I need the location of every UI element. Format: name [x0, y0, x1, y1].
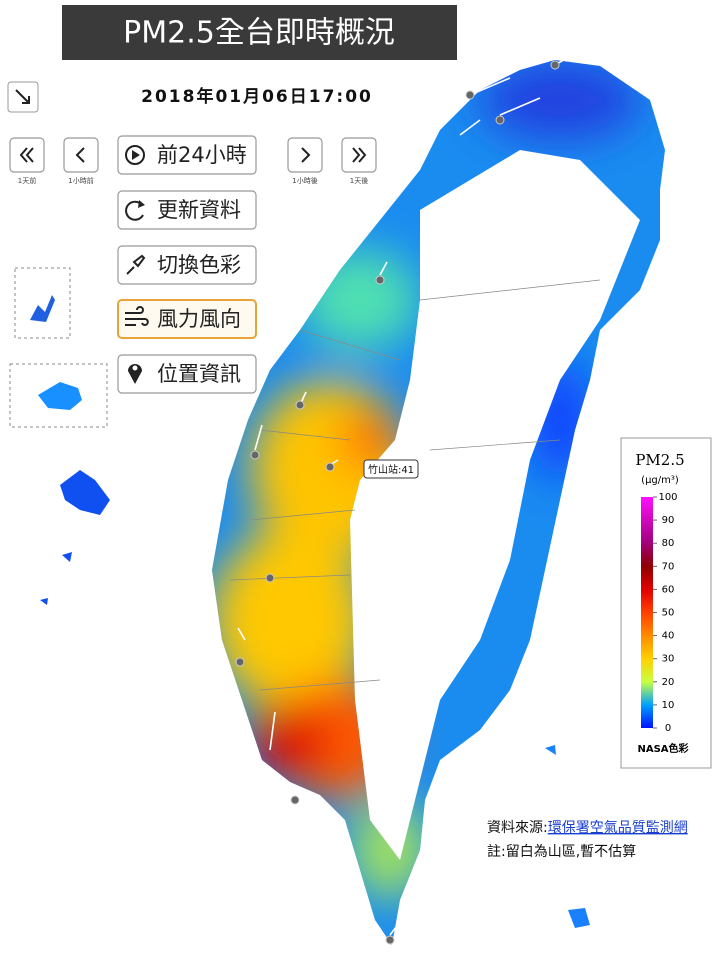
play-button[interactable]: 前24小時	[117, 135, 257, 175]
nav-day-back[interactable]	[9, 137, 45, 173]
station-label: 竹山站:41	[368, 463, 414, 476]
tick-label: 0	[665, 723, 671, 734]
legend-footer: NASA色彩	[637, 742, 688, 755]
tick-label: 20	[662, 677, 675, 688]
button-label: 風力風向	[157, 307, 241, 331]
button-label: 切換色彩	[157, 253, 241, 277]
title: PM2.5全台即時概況	[123, 16, 395, 51]
wind-button[interactable]: 風力風向	[117, 299, 257, 339]
button-label: 更新資料	[157, 198, 241, 222]
source-link[interactable]: 環保署空氣品質監測網	[548, 820, 688, 836]
stations	[235, 60, 560, 945]
island	[38, 382, 82, 410]
nav-label: 1小時後	[292, 176, 317, 185]
inset-box[interactable]	[14, 267, 71, 339]
tick-label: 60	[662, 584, 675, 595]
tick-label: 70	[662, 561, 675, 572]
nav-label: 1天後	[350, 176, 368, 185]
tick-label: 50	[662, 608, 675, 619]
timestamp: 2018年01月06日17:00	[141, 86, 373, 107]
tick-label: 80	[662, 538, 675, 549]
source-label: 資料來源:	[487, 820, 548, 836]
refresh-button[interactable]: 更新資料	[117, 190, 257, 230]
tick-label: 90	[662, 515, 675, 526]
collapse-button[interactable]	[7, 81, 39, 113]
color-button[interactable]: 切換色彩	[117, 245, 257, 285]
note: 註:留白為山區,暫不估算	[487, 844, 636, 860]
wind-arrows	[237, 14, 641, 936]
location-button[interactable]: 位置資訊	[117, 354, 257, 394]
nav-label: 1天前	[18, 176, 36, 185]
inset-box[interactable]	[9, 363, 108, 428]
legend-box	[620, 437, 712, 769]
nav-hour-fwd[interactable]	[287, 137, 323, 173]
nav-day-fwd[interactable]	[341, 137, 377, 173]
tick-label: 40	[662, 631, 675, 642]
button-label: 位置資訊	[157, 362, 241, 386]
island	[30, 295, 55, 322]
tick-label: 100	[658, 492, 677, 503]
tick-label: 30	[662, 654, 675, 665]
nav-label: 1小時前	[68, 176, 93, 185]
colorbar	[641, 497, 653, 728]
island	[40, 470, 110, 605]
legend-unit: (μg/m³)	[641, 475, 679, 486]
station-tooltip[interactable]: 竹山站:41	[363, 459, 419, 479]
legend: PM2.5 (μg/m³) NASA色彩 0 10 20 30 40 50 60 70 80 90…	[620, 437, 712, 769]
title-box	[62, 5, 457, 60]
island	[545, 745, 590, 928]
nav-hour-back[interactable]	[63, 137, 99, 173]
taiwan-map	[212, 60, 665, 945]
button-label: 前24小時	[157, 143, 247, 167]
tick-label: 10	[662, 700, 675, 711]
legend-title: PM2.5	[635, 451, 684, 469]
source: 資料來源:環保署空氣品質監測網	[487, 820, 688, 836]
